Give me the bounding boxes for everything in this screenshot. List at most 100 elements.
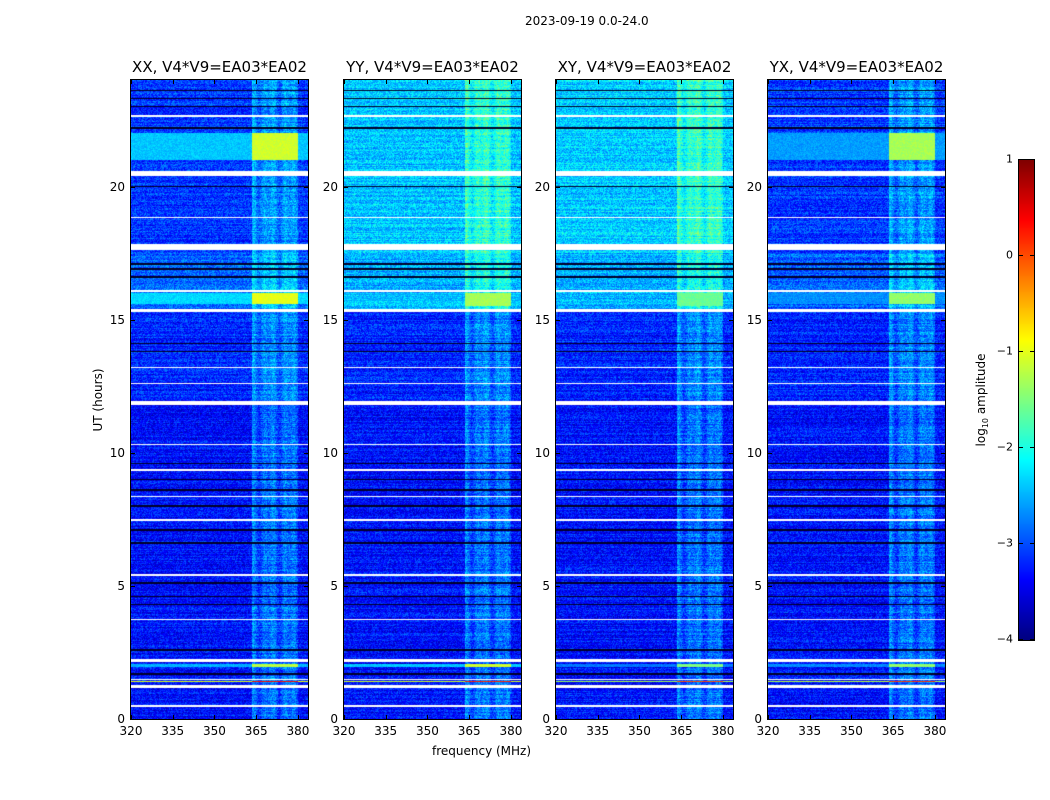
x-tick-mark [851, 80, 853, 84]
x-tick-mark [934, 715, 936, 719]
x-tick-mark [214, 80, 216, 84]
x-tick-mark [172, 80, 174, 84]
colorbar-tick-label: −2 [996, 440, 1013, 454]
colorbar-tick-mark [1030, 351, 1034, 352]
x-tick-mark [427, 80, 429, 84]
y-tick-label: 10 [322, 445, 338, 460]
y-tick-label: 0 [754, 712, 762, 726]
y-tick-label: 5 [754, 578, 762, 593]
y-tick-mark [304, 452, 308, 454]
panel-title: YX, V4*V9=EA03*EA02 [769, 58, 944, 76]
x-tick-label: 335 [374, 724, 398, 738]
y-tick-mark [304, 186, 308, 188]
y-tick-label: 15 [322, 312, 338, 327]
colorbar-tick-mark [1030, 639, 1034, 640]
y-tick-mark [344, 585, 348, 587]
heatmap-image [768, 80, 945, 719]
y-tick-mark [556, 452, 560, 454]
x-tick-mark [893, 715, 895, 719]
y-axis-label: UT (hours) [91, 368, 105, 432]
x-tick-mark [427, 715, 429, 719]
x-tick-label: 365 [669, 724, 693, 738]
heatmap-panel [343, 79, 522, 720]
y-tick-mark [131, 186, 135, 188]
x-tick-mark [597, 80, 599, 84]
y-tick-mark [768, 186, 772, 188]
y-tick-mark [941, 452, 945, 454]
y-tick-mark [131, 319, 135, 321]
y-tick-label: 0 [117, 712, 125, 726]
y-tick-mark [768, 719, 772, 720]
colorbar-tick-mark [1019, 159, 1023, 160]
x-tick-mark [809, 715, 811, 719]
y-tick-label: 0 [542, 712, 550, 726]
y-tick-mark [517, 719, 521, 720]
y-tick-mark [517, 585, 521, 587]
colorbar-label: log10 amplitude [974, 354, 990, 447]
x-tick-mark [934, 80, 936, 84]
x-tick-label: 350 [840, 724, 863, 738]
x-tick-mark [556, 80, 557, 84]
x-tick-mark [768, 80, 769, 84]
x-tick-mark [385, 80, 387, 84]
x-tick-label: 320 [544, 724, 568, 738]
colorbar-tick-mark [1019, 639, 1023, 640]
x-tick-mark [639, 715, 641, 719]
colorbar-label-sub: 10 [981, 417, 991, 429]
colorbar-tick-mark [1019, 543, 1023, 544]
colorbar-tick-label: 0 [1006, 248, 1013, 262]
y-tick-mark [729, 585, 733, 587]
colorbar-tick-label: −1 [996, 344, 1013, 358]
colorbar-tick-mark [1030, 255, 1034, 256]
y-tick-mark [729, 452, 733, 454]
y-tick-mark [941, 186, 945, 188]
y-tick-label: 5 [330, 578, 338, 593]
y-tick-mark [517, 452, 521, 454]
colorbar-tick-mark [1030, 543, 1034, 544]
colorbar-label-log: log [973, 428, 988, 447]
y-tick-label: 10 [746, 445, 762, 460]
x-tick-mark [344, 715, 345, 719]
heatmap-panel [555, 79, 734, 720]
x-tick-mark [469, 715, 471, 719]
x-tick-mark [639, 80, 641, 84]
x-tick-mark [469, 80, 471, 84]
y-tick-mark [517, 186, 521, 188]
y-tick-label: 10 [109, 445, 125, 460]
x-tick-mark [768, 715, 769, 719]
y-tick-mark [556, 186, 560, 188]
heatmap-image [344, 80, 521, 719]
x-tick-label: 365 [244, 724, 268, 738]
x-tick-label: 335 [798, 724, 822, 738]
x-tick-mark [851, 715, 853, 719]
y-tick-mark [304, 319, 308, 321]
y-tick-mark [729, 719, 733, 720]
x-tick-label: 320 [332, 724, 356, 738]
colorbar-tick-label: −3 [996, 536, 1013, 550]
figure-title: 2023-09-19 0.0-24.0 [525, 14, 649, 28]
x-tick-mark [681, 80, 683, 84]
x-tick-mark [809, 80, 811, 84]
y-tick-mark [344, 452, 348, 454]
x-tick-mark [597, 715, 599, 719]
heatmap-image [556, 80, 733, 719]
y-tick-label: 20 [322, 179, 338, 194]
colorbar-tick-mark [1019, 447, 1023, 448]
x-tick-mark [297, 715, 299, 719]
x-tick-mark [344, 80, 345, 84]
y-tick-label: 20 [534, 179, 550, 194]
x-tick-mark [256, 80, 258, 84]
x-tick-label: 365 [457, 724, 481, 738]
y-tick-label: 15 [109, 312, 125, 327]
x-tick-mark [893, 80, 895, 84]
x-axis-label: frequency (MHz) [432, 744, 532, 758]
x-tick-mark [722, 80, 724, 84]
x-tick-label: 350 [203, 724, 226, 738]
colorbar-label-rest: amplitude [973, 353, 988, 418]
x-tick-label: 335 [586, 724, 610, 738]
x-tick-mark [214, 715, 216, 719]
y-tick-label: 20 [109, 179, 125, 194]
y-tick-label: 10 [534, 445, 550, 460]
y-tick-mark [304, 585, 308, 587]
y-tick-mark [768, 585, 772, 587]
